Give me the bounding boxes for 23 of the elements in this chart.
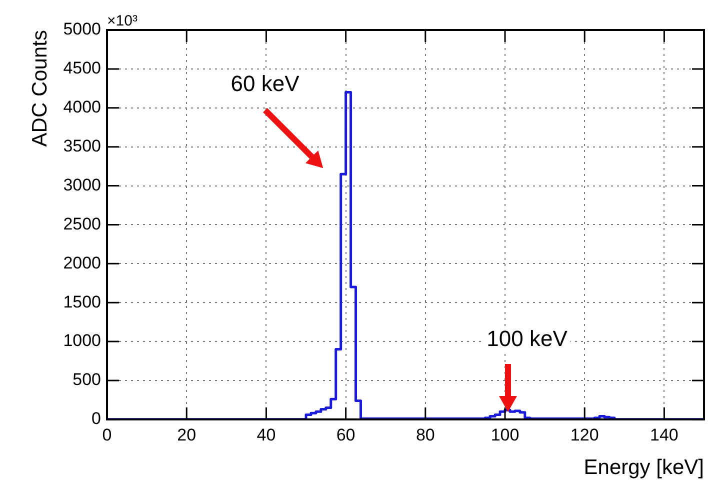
text: ×10³ xyxy=(107,12,138,30)
y-tick-label: 1000 xyxy=(63,331,102,350)
x-tick-label: 140 xyxy=(650,425,678,444)
x-tick-label: 20 xyxy=(177,425,196,444)
y-tick-label: 4500 xyxy=(63,58,102,78)
x-tick-label: 100 xyxy=(490,425,520,444)
y-tick-label: 3000 xyxy=(63,175,102,194)
y-tick-label: 1500 xyxy=(63,292,102,312)
x-tick-label: 80 xyxy=(416,425,435,444)
annotation: 60 keV xyxy=(230,71,300,96)
annotation: 100 keV xyxy=(486,326,568,352)
y-tick-label: 0 xyxy=(92,409,102,428)
y-tick-label: 4000 xyxy=(63,98,102,117)
y-tick-label: 500 xyxy=(72,370,102,390)
y-tick-label: 5000 xyxy=(63,20,102,39)
x-axis-title: Energy [keV] xyxy=(584,456,704,480)
x-tick-label: 40 xyxy=(256,425,276,444)
x-tick-label: 120 xyxy=(570,425,599,444)
y-tick-label: 3500 xyxy=(63,136,102,156)
y-tick-label: 2500 xyxy=(63,214,102,234)
y-axis-title: ADC Counts xyxy=(28,30,52,147)
y-tick-label: 2000 xyxy=(63,253,102,272)
x-tick-label: 60 xyxy=(336,425,356,444)
